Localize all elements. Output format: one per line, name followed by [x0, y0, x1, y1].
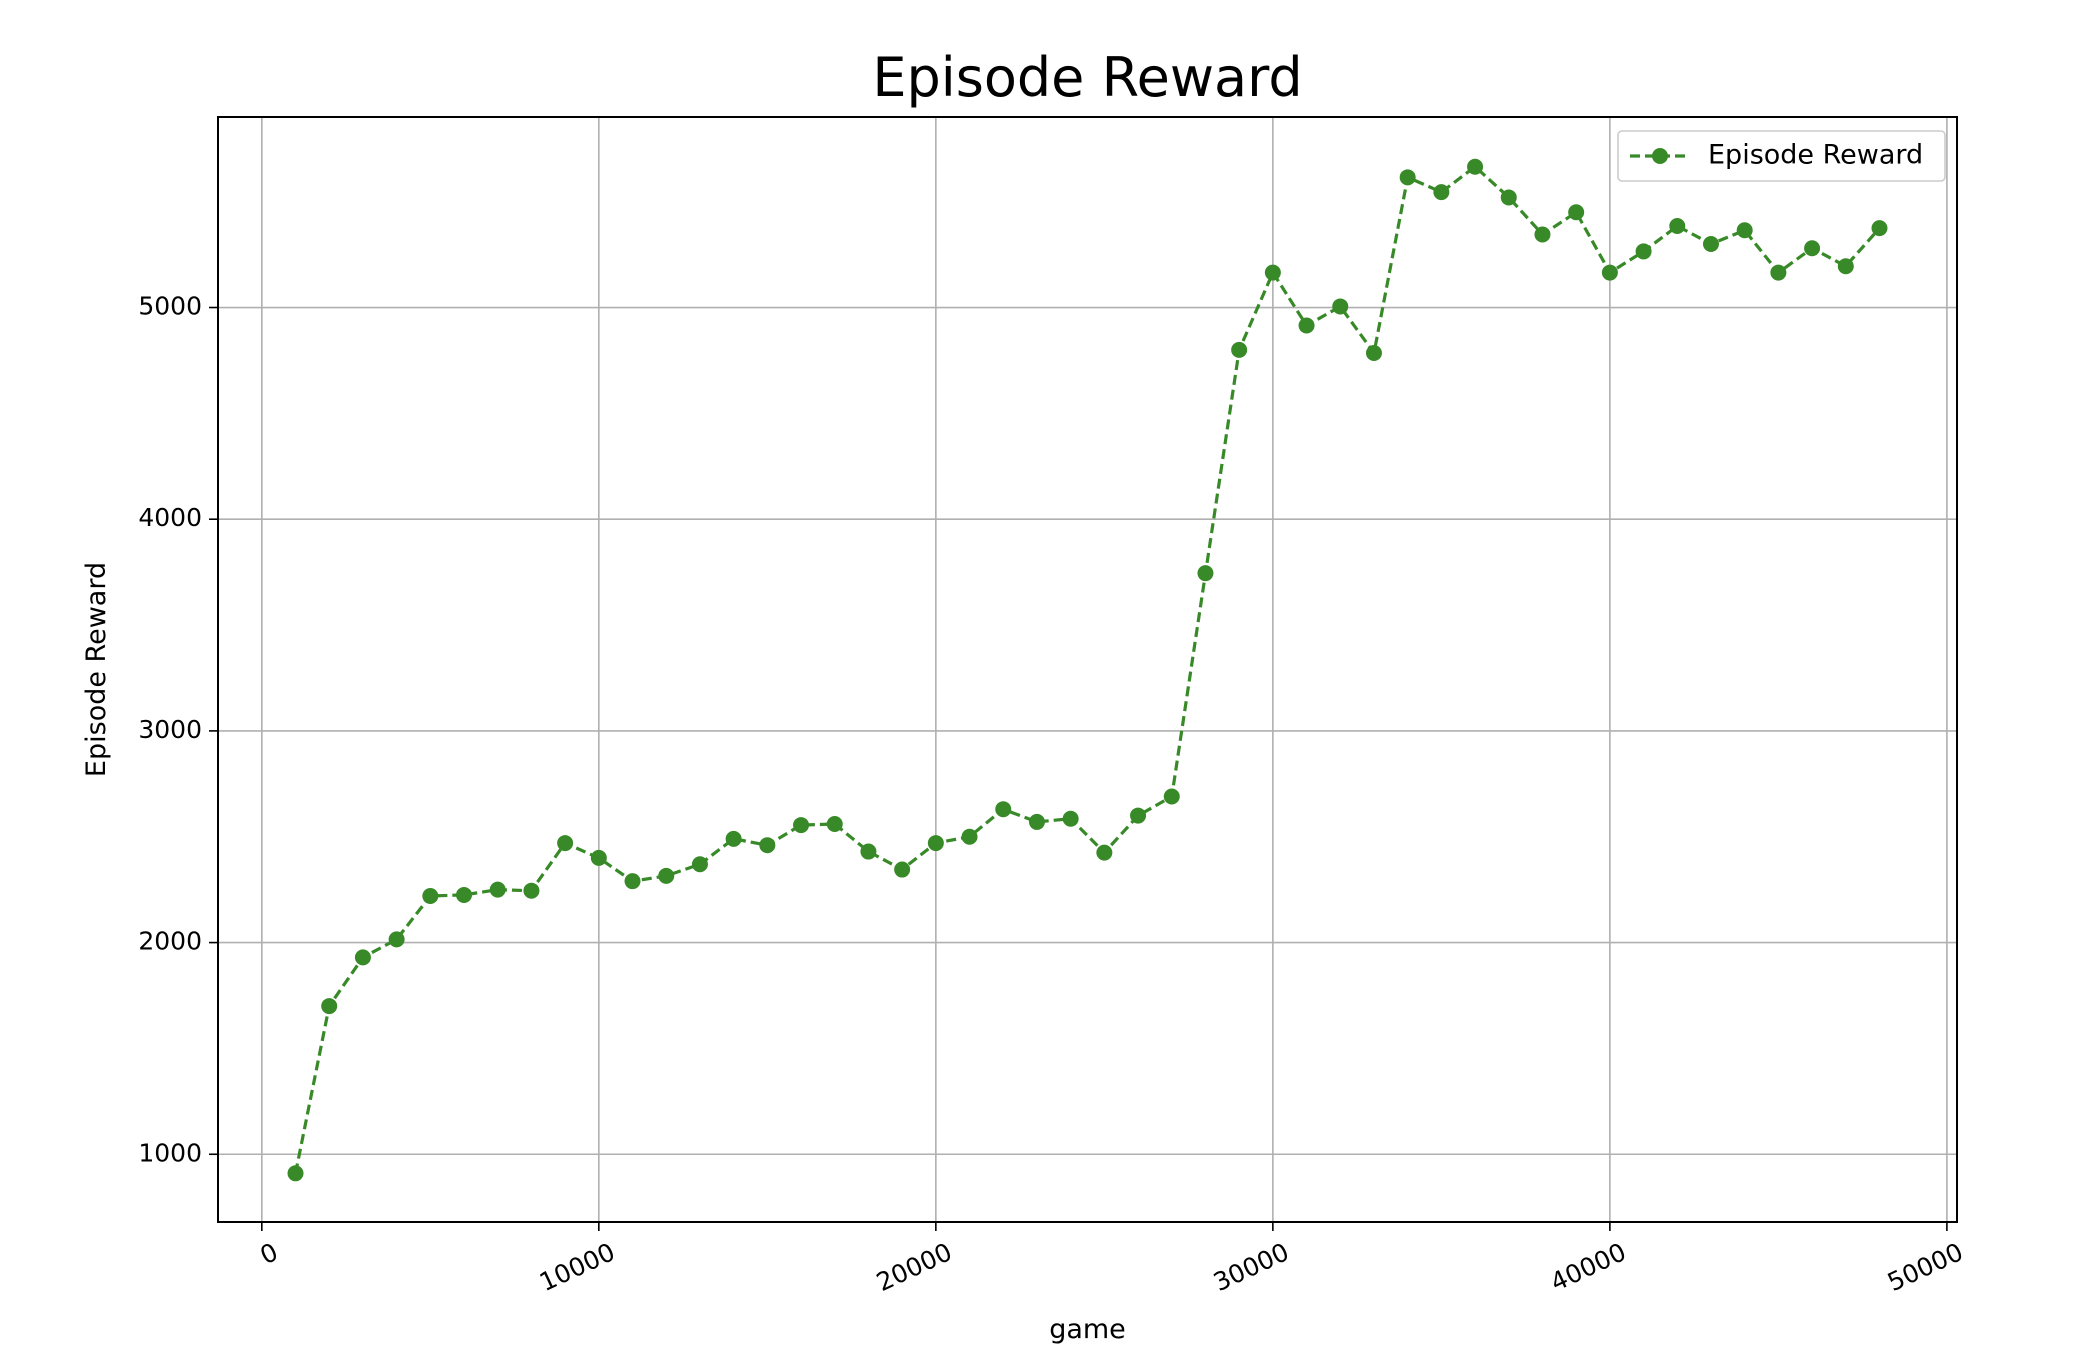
data-point [321, 998, 338, 1015]
x-axis-label: game [1049, 1314, 1126, 1345]
series-line [293, 165, 1881, 1174]
data-point [624, 873, 641, 890]
data-point [557, 835, 574, 852]
data-point [894, 861, 911, 878]
data-point [1601, 264, 1618, 281]
plot-frame [217, 116, 1958, 1223]
data-point [1231, 341, 1248, 358]
data-point [1332, 298, 1349, 315]
data-point [1736, 222, 1753, 239]
data-point [1871, 220, 1888, 237]
data-point [1702, 236, 1719, 253]
data-point [793, 817, 810, 834]
data-point [1500, 189, 1517, 206]
data-point [1770, 264, 1787, 281]
data-point [1433, 184, 1450, 201]
data-point [1096, 844, 1113, 861]
y-tick-label: 1000 [138, 1138, 202, 1167]
data-point [489, 881, 506, 898]
data-point [1365, 345, 1382, 362]
data-point [388, 931, 405, 948]
data-point [1130, 807, 1147, 824]
data-point [422, 888, 439, 905]
data-point [1062, 810, 1079, 827]
data-point [995, 801, 1012, 818]
data-point [1163, 788, 1180, 805]
data-point [523, 882, 540, 899]
data-point [1635, 243, 1652, 260]
data-point [826, 816, 843, 833]
data-point [287, 1165, 304, 1182]
data-point [927, 835, 944, 852]
data-point [1669, 218, 1686, 235]
data-point [961, 828, 978, 845]
data-point [1534, 226, 1551, 243]
series-layer [287, 158, 1888, 1182]
legend-label: Episode Reward [1708, 140, 1923, 171]
chart-title: Episode Reward [872, 46, 1302, 109]
data-point [1399, 169, 1416, 186]
data-point [590, 849, 607, 866]
y-tick-label: 3000 [138, 715, 202, 744]
y-tick-label: 4000 [138, 503, 202, 532]
data-point [658, 867, 675, 884]
grid-lines [218, 117, 1957, 1222]
data-point [354, 949, 371, 966]
y-tick-label: 5000 [138, 292, 202, 321]
data-point [1197, 565, 1214, 582]
y-axis-label: Episode Reward [81, 562, 112, 777]
data-point [456, 886, 473, 903]
data-point [691, 856, 708, 873]
data-point [860, 843, 877, 860]
data-point [1028, 813, 1045, 830]
data-point [759, 837, 776, 854]
data-point [1298, 317, 1315, 334]
data-point [1264, 264, 1281, 281]
data-point [1837, 258, 1854, 275]
y-tick-label: 2000 [138, 927, 202, 956]
legend-marker-swatch [1652, 148, 1668, 164]
data-point [725, 830, 742, 847]
data-point [1467, 158, 1484, 175]
data-point [1568, 204, 1585, 221]
legend-box [1617, 130, 1946, 182]
legend: Episode Reward [1617, 130, 1946, 182]
data-point [1804, 240, 1821, 257]
